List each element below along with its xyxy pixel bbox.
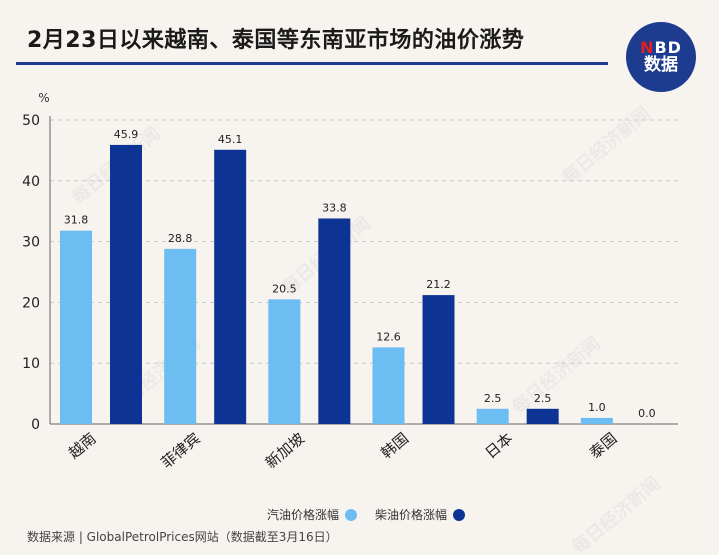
legend-label-gasoline: 汽油价格涨幅	[267, 508, 340, 522]
x-tick-label: 新加坡	[262, 429, 308, 472]
logo-text-nbd: NBD	[640, 38, 682, 57]
bar-gasoline	[372, 347, 405, 424]
bar-diesel	[318, 218, 351, 424]
y-tick-label: 20	[22, 295, 40, 311]
legend-item-gasoline: 汽油价格涨幅	[267, 506, 358, 523]
bar-gasoline	[60, 230, 92, 424]
bar-gasoline	[268, 299, 301, 424]
data-label: 0.0	[638, 407, 656, 420]
bar-gasoline	[580, 417, 613, 424]
legend: 汽油价格涨幅 柴油价格涨幅	[267, 506, 483, 523]
bar-diesel	[422, 295, 455, 424]
y-tick-label: 30	[22, 235, 40, 251]
watermark-text: 每日经济新闻	[568, 472, 665, 555]
data-label: 12.6	[376, 330, 401, 343]
data-label: 20.5	[272, 282, 297, 295]
logo-text-data: 数据	[644, 55, 678, 75]
bar-diesel	[110, 144, 142, 425]
legend-label-diesel: 柴油价格涨幅	[375, 508, 448, 522]
bar-diesel	[526, 408, 559, 424]
x-tick-label: 越南	[65, 429, 100, 462]
x-tick-label: 菲律宾	[158, 429, 204, 472]
data-label: 33.8	[322, 201, 347, 214]
legend-swatch-diesel	[453, 508, 466, 521]
data-label: 31.8	[64, 214, 89, 227]
data-label: 2.5	[534, 392, 552, 405]
y-tick-label: 0	[31, 417, 40, 433]
y-tick-label: 50	[22, 113, 40, 129]
x-tick-label: 泰国	[586, 429, 621, 462]
data-label: 1.0	[588, 401, 606, 414]
bar-gasoline	[164, 248, 197, 424]
x-tick-label: 韩国	[378, 429, 413, 462]
watermark-text: 每日经济新闻	[558, 102, 655, 188]
data-label: 45.1	[218, 133, 243, 146]
bar-gasoline	[476, 408, 509, 424]
bar-diesel	[214, 149, 247, 425]
chart-title: 2月23日以来越南、泰国等东南亚市场的油价涨势	[27, 28, 525, 53]
title-underline	[16, 62, 608, 65]
y-tick-label: 10	[22, 356, 40, 372]
nbd-logo: NBD 数据	[626, 22, 696, 92]
legend-swatch-gasoline	[345, 508, 358, 521]
data-label: 45.9	[114, 128, 139, 141]
x-tick-label: 日本	[482, 429, 517, 462]
y-tick-label: 40	[22, 174, 40, 190]
data-label: 28.8	[168, 232, 193, 245]
y-axis-unit-label: %	[38, 91, 49, 105]
data-label: 21.2	[426, 278, 451, 291]
legend-item-diesel: 柴油价格涨幅	[375, 506, 466, 523]
data-label: 2.5	[484, 392, 502, 405]
data-source-note: 数据来源 | GlobalPetrolPrices网站（数据截至3月16日）	[27, 530, 338, 544]
